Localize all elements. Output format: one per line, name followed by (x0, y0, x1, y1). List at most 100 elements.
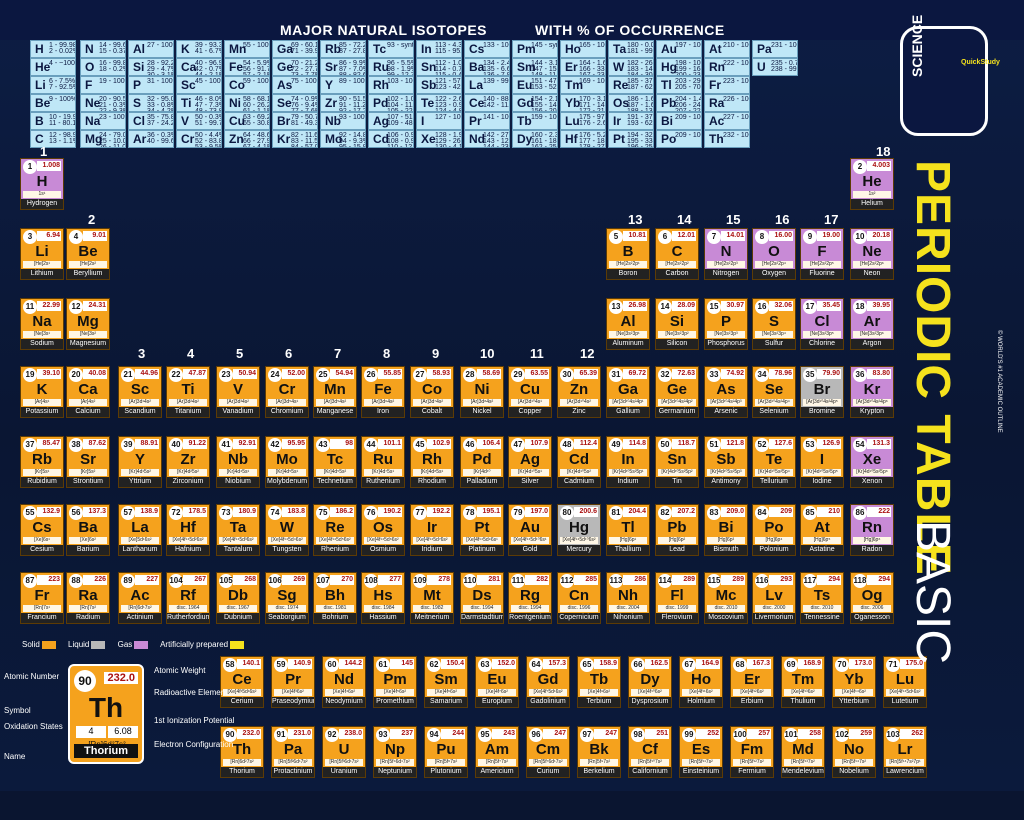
element-cell[interactable]: 117 294 Ts disc. 2010 Tennessine (800, 572, 844, 624)
element-cell[interactable]: 14 28.09 Si [Ne]3s²3p² Silicon (655, 298, 699, 350)
element-cell[interactable]: 45 102.9 Rh [Kr]4d⁸5s¹ Rhodium (410, 436, 454, 488)
element-cell[interactable]: 37 85.47 Rb [Kr]5s¹ Rubidium (20, 436, 64, 488)
element-cell[interactable]: 35 79.90 Br [Ar]3d¹⁰4s²4p⁵ Bromine (800, 366, 844, 418)
element-cell[interactable]: 18 39.95 Ar [Ne]3s²3p⁶ Argon (850, 298, 894, 350)
element-cell[interactable]: 69 168.9 Tm [Xe]4f¹³6s² Thulium (781, 656, 825, 708)
element-cell[interactable]: 82 207.2 Pb [Hg]6p² Lead (655, 504, 699, 556)
element-cell[interactable]: 56 137.3 Ba [Xe]6s² Barium (66, 504, 110, 556)
element-cell[interactable]: 51 121.8 Sb [Kr]4d¹⁰5s²5p³ Antimony (704, 436, 748, 488)
element-cell[interactable]: 8 16.00 O [He]2s²2p⁴ Oxygen (752, 228, 796, 280)
element-cell[interactable]: 103 262 Lr [Rn]5f¹⁴7s²7p¹ Lawrencium (883, 726, 927, 778)
element-cell[interactable]: 54 131.3 Xe [Kr]4d¹⁰5s²5p⁶ Xenon (850, 436, 894, 488)
element-cell[interactable]: 114 289 Fl disc. 1999 Flerovium (655, 572, 699, 624)
element-cell[interactable]: 21 44.96 Sc [Ar]3d¹4s² Scandium (118, 366, 162, 418)
element-cell[interactable]: 30 65.39 Zn [Ar]3d¹⁰4s² Zinc (557, 366, 601, 418)
element-cell[interactable]: 46 106.4 Pd [Kr]4d¹⁰ Palladium (460, 436, 504, 488)
element-cell[interactable]: 116 293 Lv disc. 2000 Livermorium (752, 572, 796, 624)
element-cell[interactable]: 75 186.2 Re [Xe]4f¹⁴5d⁵6s² Rhenium (313, 504, 357, 556)
element-cell[interactable]: 5 10.81 B [He]2s²2p¹ Boron (606, 228, 650, 280)
element-cell[interactable]: 100 257 Fm [Rn]5f¹²7s² Fermium (730, 726, 774, 778)
element-cell[interactable]: 65 158.9 Tb [Xe]4f⁹6s² Terbium (577, 656, 621, 708)
element-cell[interactable]: 77 192.2 Ir [Xe]4f¹⁴5d⁷6s² Iridium (410, 504, 454, 556)
element-cell[interactable]: 81 204.4 Tl [Hg]6p¹ Thallium (606, 504, 650, 556)
element-cell[interactable]: 70 173.0 Yb [Xe]4f¹⁴6s² Ytterbium (832, 656, 876, 708)
element-cell[interactable]: 12 24.31 Mg [Ne]3s² Magnesium (66, 298, 110, 350)
element-cell[interactable]: 26 55.85 Fe [Ar]3d⁶4s² Iron (361, 366, 405, 418)
element-cell[interactable]: 107 270 Bh disc. 1981 Bohrium (313, 572, 357, 624)
element-cell[interactable]: 57 138.9 La [Xe]5d¹6s² Lanthanum (118, 504, 162, 556)
element-cell[interactable]: 106 269 Sg disc. 1974 Seaborgium (265, 572, 309, 624)
element-cell[interactable]: 44 101.1 Ru [Kr]4d⁷5s¹ Ruthenium (361, 436, 405, 488)
element-cell[interactable]: 36 83.80 Kr [Ar]3d¹⁰4s²4p⁶ Krypton (850, 366, 894, 418)
element-cell[interactable]: 48 112.4 Cd [Kr]4d¹⁰5s² Cadmium (557, 436, 601, 488)
element-cell[interactable]: 22 47.87 Ti [Ar]3d²4s² Titanium (166, 366, 210, 418)
element-cell[interactable]: 74 183.8 W [Xe]4f¹⁴5d⁴6s² Tungsten (265, 504, 309, 556)
element-cell[interactable]: 109 278 Mt disc. 1982 Meitnerium (410, 572, 454, 624)
element-cell[interactable]: 39 88.91 Y [Kr]4d¹5s² Yttrium (118, 436, 162, 488)
element-cell[interactable]: 102 259 No [Rn]5f¹⁴7s² Nobelium (832, 726, 876, 778)
element-cell[interactable]: 60 144.2 Nd [Xe]4f⁴6s² Neodymium (322, 656, 366, 708)
element-cell[interactable]: 34 78.96 Se [Ar]3d¹⁰4s²4p⁴ Selenium (752, 366, 796, 418)
element-cell[interactable]: 16 32.06 S [Ne]3s²3p⁴ Sulfur (752, 298, 796, 350)
element-cell[interactable]: 92 238.0 U [Rn]5f³6d¹7s² Uranium (322, 726, 366, 778)
element-cell[interactable]: 33 74.92 As [Ar]3d¹⁰4s²4p³ Arsenic (704, 366, 748, 418)
element-cell[interactable]: 83 209.0 Bi [Hg]6p³ Bismuth (704, 504, 748, 556)
element-cell[interactable]: 6 12.01 C [He]2s²2p² Carbon (655, 228, 699, 280)
element-cell[interactable]: 27 58.93 Co [Ar]3d⁷4s² Cobalt (410, 366, 454, 418)
element-cell[interactable]: 68 167.3 Er [Xe]4f¹²6s² Erbium (730, 656, 774, 708)
element-cell[interactable]: 7 14.01 N [He]2s²2p³ Nitrogen (704, 228, 748, 280)
element-cell[interactable]: 31 69.72 Ga [Ar]3d¹⁰4s²4p¹ Gallium (606, 366, 650, 418)
element-cell[interactable]: 61 145 Pm [Xe]4f⁵6s² Promethium (373, 656, 417, 708)
element-cell[interactable]: 1 1.008 H 1s¹ Hydrogen (20, 158, 64, 210)
element-cell[interactable]: 63 152.0 Eu [Xe]4f⁷6s² Europium (475, 656, 519, 708)
element-cell[interactable]: 50 118.7 Sn [Kr]4d¹⁰5s²5p² Tin (655, 436, 699, 488)
element-cell[interactable]: 98 251 Cf [Rn]5f¹⁰7s² Californium (628, 726, 672, 778)
element-cell[interactable]: 112 285 Cn disc. 1996 Copernicium (557, 572, 601, 624)
element-cell[interactable]: 76 190.2 Os [Xe]4f¹⁴5d⁶6s² Osmium (361, 504, 405, 556)
element-cell[interactable]: 53 126.9 I [Kr]4d¹⁰5s²5p⁵ Iodine (800, 436, 844, 488)
element-cell[interactable]: 41 92.91 Nb [Kr]4d⁴5s¹ Niobium (216, 436, 260, 488)
element-cell[interactable]: 115 289 Mc disc. 2010 Moscovium (704, 572, 748, 624)
element-cell[interactable]: 66 162.5 Dy [Xe]4f¹⁰6s² Dysprosium (628, 656, 672, 708)
element-cell[interactable]: 113 286 Nh disc. 2004 Nihonium (606, 572, 650, 624)
element-cell[interactable]: 79 197.0 Au [Xe]4f¹⁴5d¹⁰6s¹ Gold (508, 504, 552, 556)
element-cell[interactable]: 17 35.45 Cl [Ne]3s²3p⁵ Chlorine (800, 298, 844, 350)
element-cell[interactable]: 55 132.9 Cs [Xe]6s¹ Cesium (20, 504, 64, 556)
element-cell[interactable]: 43 98 Tc [Kr]4d⁵5s² Technetium (313, 436, 357, 488)
element-cell[interactable]: 64 157.3 Gd [Xe]4f⁷5d¹6s² Gadolinium (526, 656, 570, 708)
element-cell[interactable]: 19 39.10 K [Ar]4s¹ Potassium (20, 366, 64, 418)
element-cell[interactable]: 108 277 Hs disc. 1984 Hassium (361, 572, 405, 624)
element-cell[interactable]: 105 268 Db disc. 1967 Dubnium (216, 572, 260, 624)
element-cell[interactable]: 84 209 Po [Hg]6p⁴ Polonium (752, 504, 796, 556)
element-cell[interactable]: 23 50.94 V [Ar]3d³4s² Vanadium (216, 366, 260, 418)
element-cell[interactable]: 101 258 Md [Rn]5f¹³7s² Mendelevium (781, 726, 825, 778)
element-cell[interactable]: 91 231.0 Pa [Rn]5f²6d¹7s² Protactinium (271, 726, 315, 778)
element-cell[interactable]: 118 294 Og disc. 2006 Oganesson (850, 572, 894, 624)
element-cell[interactable]: 2 4.003 He 1s² Helium (850, 158, 894, 210)
element-cell[interactable]: 94 244 Pu [Rn]5f⁶7s² Plutonium (424, 726, 468, 778)
element-cell[interactable]: 111 282 Rg disc. 1994 Roentgenium (508, 572, 552, 624)
element-cell[interactable]: 93 237 Np [Rn]5f⁴6d¹7s² Neptunium (373, 726, 417, 778)
element-cell[interactable]: 85 210 At [Hg]6p⁵ Astatine (800, 504, 844, 556)
element-cell[interactable]: 73 180.9 Ta [Xe]4f¹⁴5d³6s² Tantalum (216, 504, 260, 556)
element-cell[interactable]: 13 26.98 Al [Ne]3s²3p¹ Aluminum (606, 298, 650, 350)
element-cell[interactable]: 78 195.1 Pt [Xe]4f¹⁴5d⁹6s¹ Platinum (460, 504, 504, 556)
element-cell[interactable]: 104 267 Rf disc. 1964 Rutherfordium (166, 572, 210, 624)
element-cell[interactable]: 29 63.55 Cu [Ar]3d¹⁰4s¹ Copper (508, 366, 552, 418)
element-cell[interactable]: 88 226 Ra [Rn]7s² Radium (66, 572, 110, 624)
element-cell[interactable]: 32 72.63 Ge [Ar]3d¹⁰4s²4p² Germanium (655, 366, 699, 418)
element-cell[interactable]: 86 222 Rn [Hg]6p⁶ Radon (850, 504, 894, 556)
element-cell[interactable]: 62 150.4 Sm [Xe]4f⁶6s² Samarium (424, 656, 468, 708)
element-cell[interactable]: 25 54.94 Mn [Ar]3d⁵4s² Manganese (313, 366, 357, 418)
element-cell[interactable]: 89 227 Ac [Rn]6d¹7s² Actinium (118, 572, 162, 624)
element-cell[interactable]: 96 247 Cm [Rn]5f⁷6d¹7s² Curium (526, 726, 570, 778)
element-cell[interactable]: 67 164.9 Ho [Xe]4f¹¹6s² Holmium (679, 656, 723, 708)
element-cell[interactable]: 97 247 Bk [Rn]5f⁹7s² Berkelium (577, 726, 621, 778)
element-cell[interactable]: 24 52.00 Cr [Ar]3d⁵4s¹ Chromium (265, 366, 309, 418)
element-cell[interactable]: 3 6.94 Li [He]2s¹ Lithium (20, 228, 64, 280)
element-cell[interactable]: 20 40.08 Ca [Ar]4s² Calcium (66, 366, 110, 418)
element-cell[interactable]: 95 243 Am [Rn]5f⁷7s² Americium (475, 726, 519, 778)
element-cell[interactable]: 4 9.01 Be [He]2s² Beryllium (66, 228, 110, 280)
element-cell[interactable]: 52 127.6 Te [Kr]4d¹⁰5s²5p⁴ Tellurium (752, 436, 796, 488)
element-cell[interactable]: 11 22.99 Na [Ne]3s¹ Sodium (20, 298, 64, 350)
